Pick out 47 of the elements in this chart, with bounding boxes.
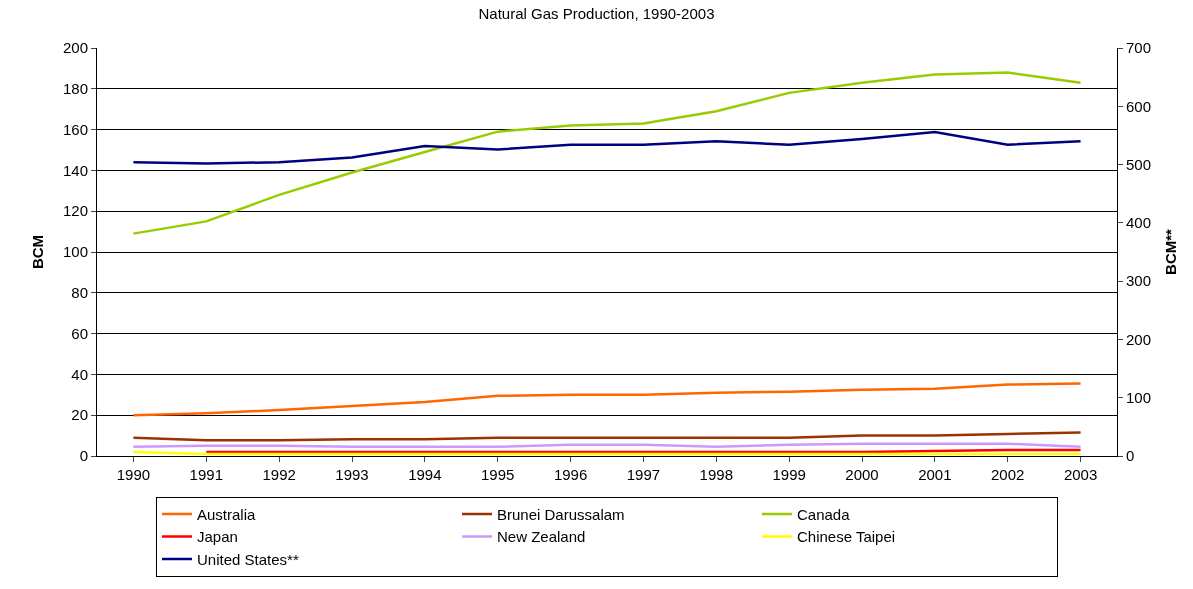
chart-title: Natural Gas Production, 1990-2003 [478,5,715,23]
y2-tick-label: 200 [1126,330,1152,348]
legend-label: New Zealand [497,528,586,546]
y-tick-label: 80 [71,284,88,302]
legend-label: Canada [797,505,851,523]
y-tick-label: 120 [62,202,88,220]
y2-tick-label: 0 [1126,447,1135,465]
line-series [132,431,1082,442]
x-tick-label: 1993 [335,466,369,483]
x-tick-label: 2003 [1063,466,1098,483]
x-tick-label: 1994 [408,466,442,483]
x-tick-label: 1991 [189,466,223,483]
line-series [132,130,1082,165]
legend-label: Brunei Darussalam [497,505,625,523]
y-axis-title: BCM [29,234,47,270]
y-tick-label: 20 [71,406,88,424]
x-tick-label: 2002 [991,466,1025,483]
y2-axis-title: BCM** [1162,228,1180,275]
y-tick-label: 60 [71,324,88,342]
x-tick-label: 1992 [262,466,296,483]
y-tick-label: 160 [62,120,88,138]
y-tick-label: 180 [62,80,88,98]
y2-tick-label: 400 [1126,214,1152,232]
y-tick-label: 40 [71,365,88,383]
line-series [132,382,1082,417]
line-series [132,71,1082,235]
x-tick-label: 1998 [699,466,733,483]
legend-label: United States** [197,550,299,568]
y-tick-label: 200 [62,39,88,57]
y2-tick-label: 100 [1126,388,1152,406]
y-tick-label: 0 [79,447,88,465]
x-tick-label: 1995 [481,466,515,483]
y2-tick-label: 300 [1126,272,1152,290]
y2-tick-label: 500 [1126,155,1152,173]
x-tick-label: 1997 [626,466,661,483]
y2-tick-label: 700 [1126,39,1152,57]
x-tick-label: 2001 [918,466,952,483]
x-tick-label: 1996 [553,466,588,483]
x-tick-label: 2000 [845,466,879,483]
legend-label: Chinese Taipei [797,528,896,546]
x-tick-label: 1999 [772,466,806,483]
y-tick-label: 140 [62,161,88,179]
legend-label: Australia [197,505,257,523]
legend-label: Japan [197,528,238,546]
y2-tick-label: 600 [1126,97,1152,115]
y-tick-label: 100 [62,243,88,261]
x-tick-label: 1990 [116,466,151,483]
